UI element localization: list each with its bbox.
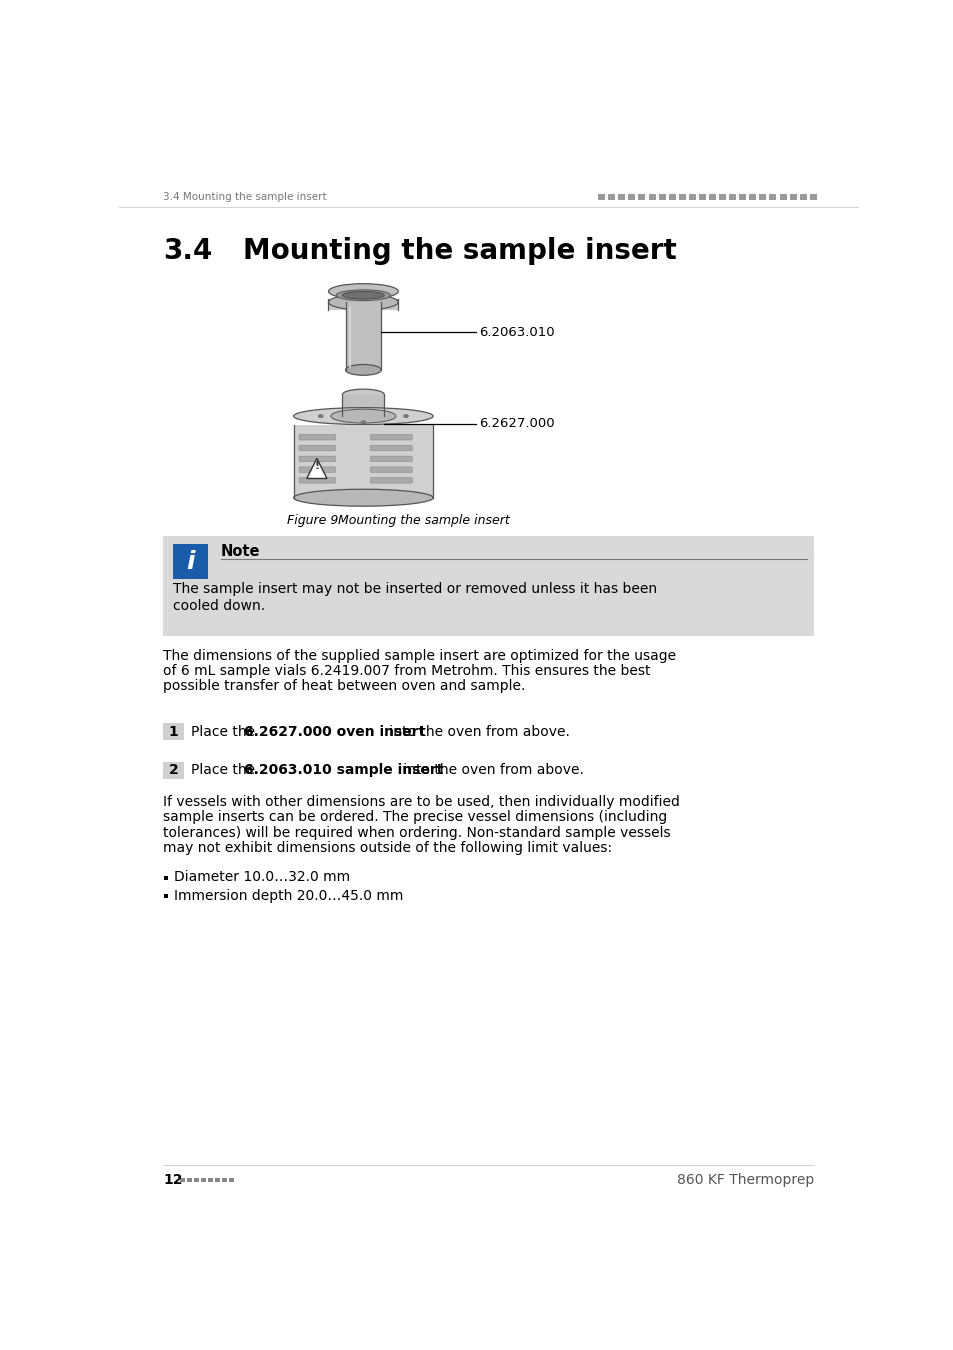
Text: into the oven from above.: into the oven from above. bbox=[384, 725, 569, 738]
Bar bbox=[748, 194, 756, 200]
Bar bbox=[208, 1179, 213, 1183]
Bar bbox=[608, 194, 615, 200]
Ellipse shape bbox=[342, 292, 384, 300]
Bar bbox=[789, 194, 796, 200]
Bar bbox=[187, 1179, 192, 1183]
Bar bbox=[201, 1179, 206, 1183]
FancyBboxPatch shape bbox=[370, 435, 412, 440]
Bar bbox=[769, 194, 776, 200]
Bar bbox=[638, 194, 645, 200]
Text: The dimensions of the supplied sample insert are optimized for the usage: The dimensions of the supplied sample in… bbox=[163, 648, 676, 663]
FancyBboxPatch shape bbox=[370, 456, 412, 462]
Text: !: ! bbox=[314, 462, 319, 471]
Bar bbox=[648, 194, 655, 200]
Bar bbox=[180, 1179, 185, 1183]
Bar bbox=[679, 194, 685, 200]
Bar bbox=[708, 194, 716, 200]
Text: 6.2063.010 sample insert: 6.2063.010 sample insert bbox=[244, 763, 443, 778]
Ellipse shape bbox=[403, 414, 408, 417]
Bar bbox=[164, 876, 168, 880]
Text: Place the: Place the bbox=[192, 763, 259, 778]
Bar bbox=[215, 1179, 220, 1183]
Bar bbox=[658, 194, 665, 200]
Bar bbox=[628, 194, 635, 200]
Ellipse shape bbox=[318, 414, 323, 417]
Ellipse shape bbox=[328, 294, 397, 310]
FancyBboxPatch shape bbox=[298, 456, 335, 462]
Ellipse shape bbox=[342, 389, 384, 400]
Bar bbox=[342, 394, 384, 416]
Bar bbox=[618, 194, 624, 200]
Text: 6.2627.000: 6.2627.000 bbox=[479, 417, 555, 431]
Bar bbox=[164, 894, 168, 898]
Bar bbox=[194, 1179, 199, 1183]
Bar bbox=[328, 300, 397, 310]
FancyBboxPatch shape bbox=[298, 478, 335, 483]
Text: If vessels with other dimensions are to be used, then individually modified: If vessels with other dimensions are to … bbox=[163, 795, 679, 809]
Text: 6.2063.010: 6.2063.010 bbox=[479, 325, 555, 339]
FancyBboxPatch shape bbox=[370, 467, 412, 472]
Text: Place the: Place the bbox=[192, 725, 259, 738]
Ellipse shape bbox=[331, 409, 395, 423]
Text: of 6 mL sample vials 6.2419.007 from Metrohm. This ensures the best: of 6 mL sample vials 6.2419.007 from Met… bbox=[163, 664, 650, 678]
Bar bbox=[345, 302, 381, 370]
Bar bbox=[222, 1179, 227, 1183]
Text: i: i bbox=[186, 549, 194, 574]
Text: Mounting the sample insert: Mounting the sample insert bbox=[337, 514, 509, 528]
FancyBboxPatch shape bbox=[298, 446, 335, 451]
Ellipse shape bbox=[328, 284, 397, 300]
Text: 3.4 Mounting the sample insert: 3.4 Mounting the sample insert bbox=[163, 192, 327, 201]
Bar bbox=[688, 194, 695, 200]
Text: may not exhibit dimensions outside of the following limit values:: may not exhibit dimensions outside of th… bbox=[163, 841, 612, 855]
Text: Figure 9: Figure 9 bbox=[287, 514, 338, 528]
FancyBboxPatch shape bbox=[298, 467, 335, 472]
Bar bbox=[699, 194, 705, 200]
Ellipse shape bbox=[342, 410, 384, 421]
Text: 3.4: 3.4 bbox=[163, 236, 213, 265]
Text: The sample insert may not be inserted or removed unless it has been: The sample insert may not be inserted or… bbox=[172, 582, 657, 595]
Bar bbox=[172, 544, 208, 579]
FancyBboxPatch shape bbox=[370, 478, 412, 483]
Text: 12: 12 bbox=[163, 1173, 183, 1187]
Bar bbox=[719, 194, 725, 200]
Bar bbox=[598, 194, 604, 200]
Bar bbox=[779, 194, 785, 200]
FancyBboxPatch shape bbox=[370, 446, 412, 451]
Text: cooled down.: cooled down. bbox=[172, 598, 265, 613]
Text: 6.2627.000 oven insert: 6.2627.000 oven insert bbox=[244, 725, 425, 738]
Text: possible transfer of heat between oven and sample.: possible transfer of heat between oven a… bbox=[163, 679, 525, 694]
Bar bbox=[163, 536, 814, 636]
Ellipse shape bbox=[345, 364, 381, 375]
Text: Mounting the sample insert: Mounting the sample insert bbox=[243, 236, 677, 265]
Text: 2: 2 bbox=[169, 763, 178, 778]
Text: tolerances) will be required when ordering. Non-standard sample vessels: tolerances) will be required when orderi… bbox=[163, 826, 670, 840]
Text: 860 KF Thermoprep: 860 KF Thermoprep bbox=[677, 1173, 814, 1187]
Ellipse shape bbox=[360, 421, 365, 424]
Ellipse shape bbox=[294, 408, 433, 424]
Bar bbox=[739, 194, 745, 200]
Bar bbox=[799, 194, 806, 200]
Bar bbox=[294, 424, 433, 498]
Bar bbox=[668, 194, 675, 200]
FancyBboxPatch shape bbox=[298, 435, 335, 440]
Bar bbox=[229, 1179, 233, 1183]
Polygon shape bbox=[307, 459, 327, 478]
Text: Note: Note bbox=[220, 544, 260, 559]
Text: Immersion depth 20.0…45.0 mm: Immersion depth 20.0…45.0 mm bbox=[174, 888, 403, 903]
Text: Diameter 10.0…32.0 mm: Diameter 10.0…32.0 mm bbox=[174, 871, 350, 884]
Bar bbox=[728, 194, 736, 200]
Bar bbox=[759, 194, 765, 200]
Text: 1: 1 bbox=[169, 725, 178, 738]
Bar bbox=[163, 724, 183, 740]
Ellipse shape bbox=[335, 290, 390, 301]
Ellipse shape bbox=[294, 489, 433, 506]
Bar bbox=[163, 761, 183, 779]
Bar bbox=[809, 194, 816, 200]
Text: sample inserts can be ordered. The precise vessel dimensions (including: sample inserts can be ordered. The preci… bbox=[163, 810, 667, 825]
Text: into the oven from above.: into the oven from above. bbox=[398, 763, 583, 778]
